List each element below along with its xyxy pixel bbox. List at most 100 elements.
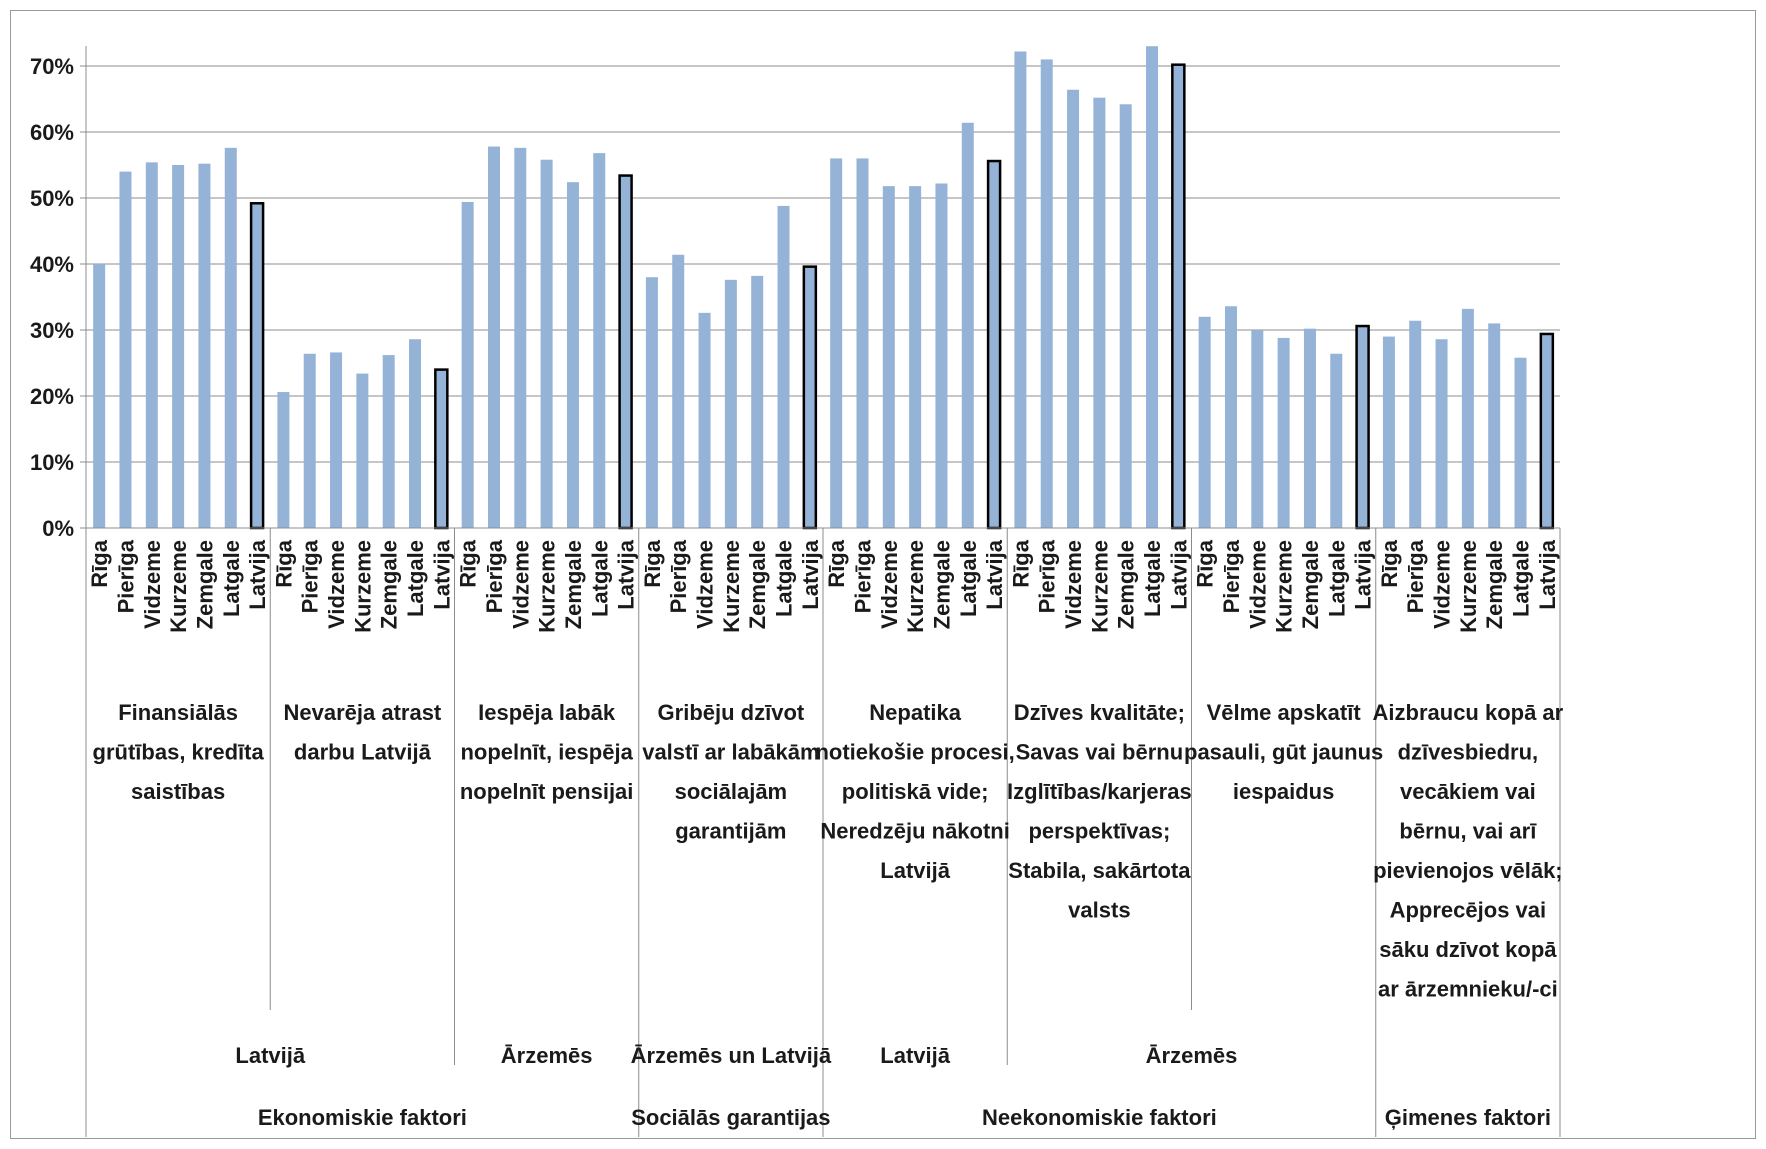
bar <box>672 254 685 528</box>
x-axis-labels: Rīga Pierīga Vidzeme Kurzeme Zemgale Latgale L… <box>87 539 1560 633</box>
bar <box>777 205 790 529</box>
bar <box>409 339 422 528</box>
category-label: Zemgale <box>1298 540 1323 629</box>
category-label: Zemgale <box>561 540 586 629</box>
y-tick-label: 50% <box>30 186 74 211</box>
category-label: Zemgale <box>377 540 402 629</box>
y-tick-label: 60% <box>30 120 74 145</box>
bar <box>566 182 579 528</box>
category-label: Latvija <box>245 539 270 609</box>
group-labels: Finansiālās grūtības, kredīta saistības Nev… <box>93 700 1564 1130</box>
bar <box>1277 337 1290 528</box>
category-label: Latvija <box>429 539 454 609</box>
bar <box>1514 357 1527 528</box>
category-label: Zemgale <box>1114 540 1139 629</box>
bar <box>1435 339 1448 528</box>
bar <box>1382 336 1395 528</box>
category-label: Pierīga <box>298 539 323 613</box>
bar <box>1461 308 1474 528</box>
category-label: Kurzeme <box>535 540 560 633</box>
category-label: Vidzeme <box>140 540 165 629</box>
category-label: Kurzeme <box>1456 540 1481 633</box>
category-label: Latvija <box>1166 539 1191 609</box>
category-label: Rīga <box>1193 539 1218 587</box>
level2-label: Latvijā <box>235 1043 305 1068</box>
bar-total <box>986 159 1002 530</box>
bar <box>1146 46 1159 528</box>
bar <box>93 264 106 528</box>
group-label: Gribēju dzīvot valstī ar labākām sociālajā… <box>642 700 819 844</box>
bar <box>1251 330 1264 528</box>
category-label: Zemgale <box>929 540 954 629</box>
bar <box>224 147 237 528</box>
category-label: Rīga <box>1008 539 1033 587</box>
bar <box>593 153 606 528</box>
level3-label: Neekonomiskie faktori <box>982 1105 1217 1130</box>
category-label: Kurzeme <box>719 540 744 633</box>
category-label: Rīga <box>824 539 849 587</box>
bar <box>540 159 553 528</box>
category-label: Zemgale <box>1482 540 1507 629</box>
bar <box>645 277 658 528</box>
bar <box>1014 51 1027 528</box>
category-label: Latgale <box>772 540 797 617</box>
bar <box>303 353 316 528</box>
group-label: Finansiālās grūtības, kredīta saistības <box>93 700 265 804</box>
group-label: Nepatika notiekošie procesi, politiskā vid… <box>815 700 1014 883</box>
level3-label: Ģimenes faktori <box>1385 1105 1551 1130</box>
bar-total <box>1355 324 1370 530</box>
bar <box>724 279 737 528</box>
category-label: Vidzeme <box>693 540 718 629</box>
category-label: Latvija <box>798 539 823 609</box>
bar <box>1488 323 1501 528</box>
bar <box>277 392 290 528</box>
category-label: Rīga <box>271 539 296 587</box>
category-label: Zemgale <box>745 540 770 629</box>
bar <box>1093 97 1106 529</box>
y-tick-label: 0% <box>42 516 74 541</box>
bar <box>119 171 132 528</box>
bar-total <box>249 202 265 530</box>
category-label: Kurzeme <box>1087 540 1112 633</box>
bar <box>1067 89 1080 528</box>
category-label: Pierīga <box>1403 539 1428 613</box>
bar <box>1224 306 1237 528</box>
bars <box>93 46 1555 530</box>
category-label: Latgale <box>1140 540 1165 617</box>
bar <box>382 355 395 528</box>
category-label: Vidzeme <box>508 540 533 629</box>
category-label: Latvija <box>982 539 1007 609</box>
bar-total <box>1539 332 1555 530</box>
category-label: Kurzeme <box>166 540 191 633</box>
group-label: Vēlme apskatīt pasauli, gūt jaunus iespaid… <box>1184 700 1383 804</box>
bar <box>909 186 922 528</box>
bar <box>1303 328 1316 528</box>
category-label: Vidzeme <box>1061 540 1086 629</box>
y-tick-label: 20% <box>30 384 74 409</box>
bar <box>961 122 974 528</box>
bar <box>1040 59 1053 529</box>
bar <box>356 373 369 528</box>
category-label: Rīga <box>1377 539 1402 587</box>
bar <box>487 146 500 528</box>
category-label: Latvija <box>614 539 639 609</box>
bar-total <box>1171 63 1186 530</box>
category-label: Kurzeme <box>1272 540 1297 633</box>
level3-label: Sociālās garantijas <box>631 1105 830 1130</box>
y-axis-ticks: 0% 10% 20% 30% 40% 50% 60% 70% <box>30 54 74 541</box>
bar <box>172 165 185 528</box>
category-label: Latgale <box>219 540 244 617</box>
bar-total <box>434 368 449 530</box>
level2-label: Ārzemēs un Latvijā <box>631 1043 832 1068</box>
category-label: Vidzeme <box>1430 540 1455 629</box>
category-label: Kurzeme <box>903 540 928 633</box>
category-label: Rīga <box>640 539 665 587</box>
category-label: Latgale <box>956 540 981 617</box>
category-label: Zemgale <box>192 540 217 629</box>
group-label: Aizbraucu kopā ar dzīvesbiedru, vecākiem v… <box>1373 700 1564 1002</box>
category-label: Vidzeme <box>324 540 349 629</box>
bar <box>698 312 711 528</box>
category-label: Rīga <box>87 539 112 587</box>
bar <box>882 186 895 528</box>
